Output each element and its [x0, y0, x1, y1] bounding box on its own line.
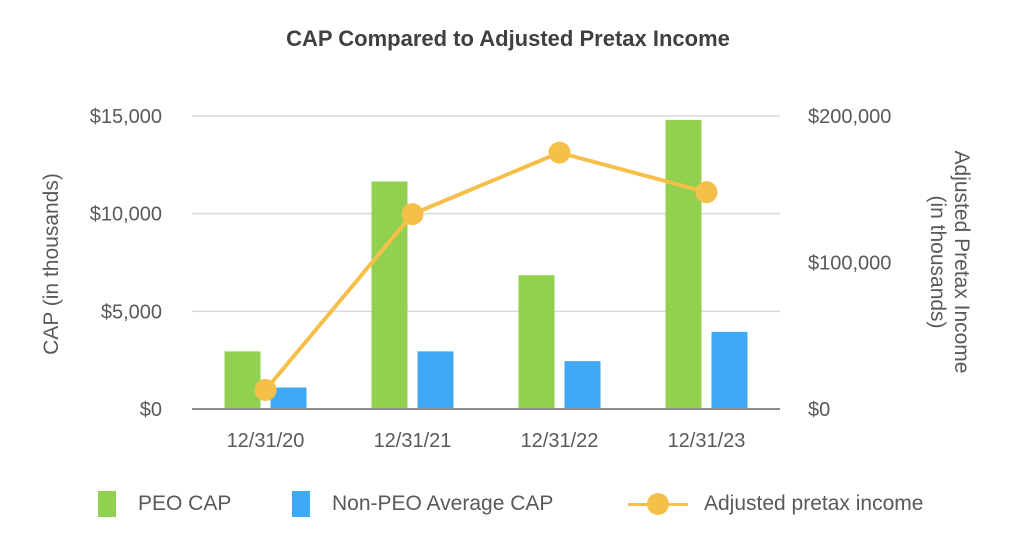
chart-title: CAP Compared to Adjusted Pretax Income: [286, 26, 730, 51]
legend-swatch-non-peo-cap: [292, 491, 310, 517]
x-tick-label: 12/31/20: [227, 430, 305, 452]
bar-non-peo-average-cap-3: [711, 331, 748, 409]
y-axis-right-label-line1: Adjusted Pretax Income: [950, 151, 973, 374]
bars: [224, 119, 748, 409]
bar-non-peo-average-cap-0: [270, 387, 307, 409]
line-series: [254, 141, 718, 401]
y-right-tick-label: $0: [808, 399, 830, 421]
legend-item-peo-cap: PEO CAP: [98, 484, 231, 524]
chart-plot: $0 $5,000 $10,000 $15,000 $0 $100,000 $200,000…: [40, 106, 973, 452]
legend-swatch-peo-cap: [98, 491, 116, 517]
y-right-tick-label: $200,000: [808, 106, 891, 128]
legend-item-adjusted-pretax-income: Adjusted pretax income: [628, 484, 923, 524]
bar-peo-cap-3: [665, 119, 702, 409]
legend-label-non-peo-cap: Non-PEO Average CAP: [332, 492, 554, 515]
line-adjusted-pretax-income: [263, 150, 708, 392]
bar-non-peo-average-cap-1: [417, 351, 454, 409]
legend-label-adjusted-pretax-income: Adjusted pretax income: [704, 492, 924, 515]
bar-peo-cap-2: [518, 275, 555, 409]
bar-peo-cap-1: [371, 181, 408, 409]
x-tick-label: 12/31/21: [374, 430, 452, 452]
x-tick-label: 12/31/22: [521, 430, 599, 452]
legend-swatch-adjusted-pretax-income: [628, 491, 688, 517]
point-adjusted-pretax-income-0: [254, 378, 277, 401]
tick-labels: $0 $5,000 $10,000 $15,000 $0 $100,000 $200,000…: [90, 106, 892, 452]
point-adjusted-pretax-income-3: [695, 181, 718, 204]
point-adjusted-pretax-income-2: [548, 141, 571, 164]
y-left-tick-label: $15,000: [90, 106, 162, 128]
legend: PEO CAP Non-PEO Average CAP Adjusted pre…: [0, 484, 1016, 524]
y-right-tick-label: $100,000: [808, 253, 891, 275]
y-axis-right-label-line2: (in thousands): [926, 195, 949, 328]
y-left-tick-label: $5,000: [101, 301, 162, 323]
legend-label-peo-cap: PEO CAP: [138, 492, 232, 515]
bar-non-peo-average-cap-2: [564, 361, 601, 409]
y-axis-left-label: CAP (in thousands): [40, 173, 63, 355]
legend-item-non-peo-cap: Non-PEO Average CAP: [292, 484, 553, 524]
y-left-tick-label: $0: [140, 399, 162, 421]
y-left-tick-label: $10,000: [90, 204, 162, 226]
bar-peo-cap-0: [224, 351, 261, 409]
x-tick-label: 12/31/23: [668, 430, 746, 452]
point-adjusted-pretax-income-1: [401, 203, 424, 226]
